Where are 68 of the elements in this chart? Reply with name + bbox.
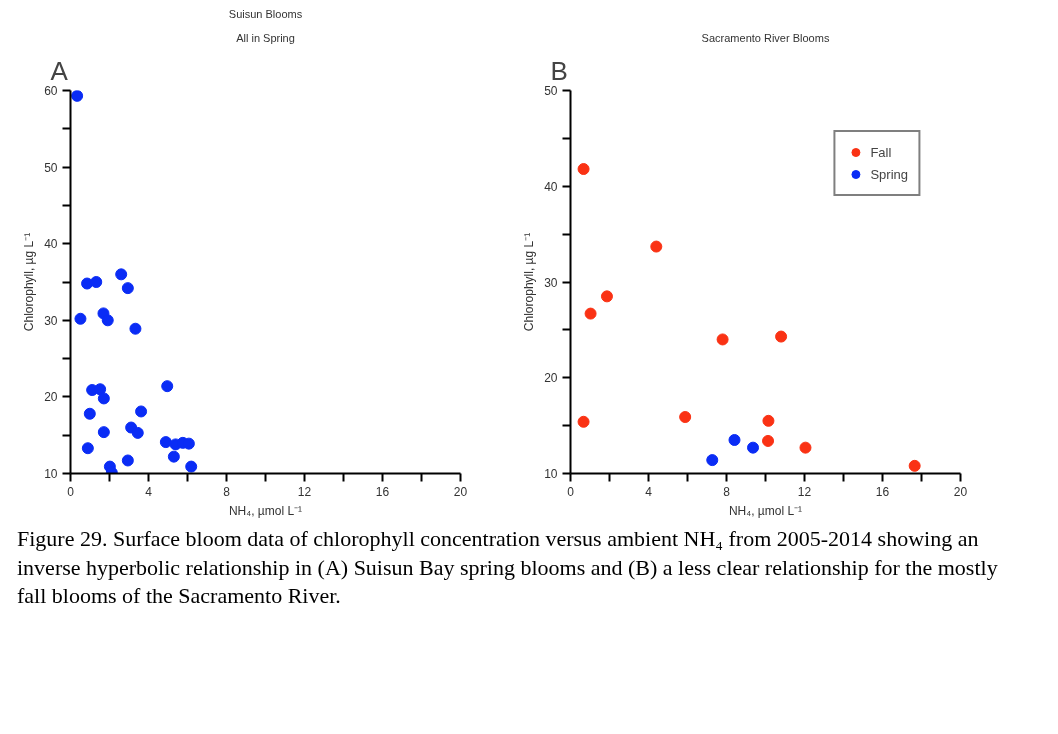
point [577, 415, 590, 428]
y-tick-label: 60 [44, 84, 58, 98]
x-tick-label: 0 [567, 484, 575, 499]
point [650, 240, 663, 253]
point [762, 434, 775, 447]
point [167, 450, 180, 463]
x-tick-label: 16 [875, 484, 890, 499]
point [101, 314, 114, 327]
point [728, 434, 741, 446]
point [97, 426, 110, 439]
point [706, 454, 719, 467]
y-tick-label: 20 [544, 371, 558, 386]
point [775, 330, 788, 343]
point [131, 426, 144, 439]
point [129, 322, 142, 335]
point [97, 392, 110, 405]
point [83, 407, 96, 420]
point [161, 380, 174, 393]
y-tick-label: 30 [544, 275, 558, 290]
y-tick-label: 50 [544, 84, 558, 98]
point [716, 333, 729, 346]
y-tick-label: 30 [44, 313, 58, 328]
point [600, 290, 613, 303]
y-tick-label: 40 [544, 179, 558, 194]
point [90, 276, 103, 288]
y-axis-title: Chlorophyll, µg L⁻¹ [522, 232, 537, 332]
y-tick-label: 10 [544, 467, 558, 481]
x-tick-label: 0 [67, 484, 75, 499]
y-tick-label: 50 [44, 160, 58, 175]
x-tick-label: 4 [645, 484, 653, 499]
caption: Figure 29. Surface bloom data of chlorophyll concentration versus ambient NH₄ from 2005-2014 showing an inverse hyperbolic relationship in (A) Suisun Bay spring blooms and (B) a less clear relationship for the mostly fall blooms of the Sacramento River. [17, 525, 999, 611]
x-tick-label: 20 [953, 484, 968, 499]
text: A [50, 55, 69, 86]
chart-title: Suisun Blooms [228, 7, 303, 20]
chart-subtitle: All in Spring [236, 31, 295, 44]
chart-title: Sacramento River Blooms [701, 31, 830, 44]
point [71, 90, 84, 102]
x-axis-title: NH₄, µmol L⁻¹ [228, 503, 303, 518]
x-axis-title: NH₄, µmol L⁻¹ [728, 503, 803, 518]
y-axis-title: Chlorophyll, µg L⁻¹ [22, 232, 37, 332]
point [74, 312, 87, 325]
point [908, 459, 921, 472]
point [679, 411, 692, 423]
y-tick-label: 10 [44, 467, 58, 481]
point [799, 441, 812, 454]
text: B [550, 55, 568, 86]
point [762, 414, 775, 427]
x-tick-label: 20 [453, 484, 468, 499]
y-tick-label: 40 [44, 237, 58, 252]
x-tick-label: 16 [375, 484, 390, 499]
point [135, 405, 148, 418]
legend-label: Fall [870, 144, 892, 160]
point [81, 442, 94, 455]
point [115, 268, 128, 281]
point [121, 282, 134, 295]
x-tick-label: 4 [145, 484, 153, 499]
y-tick-label: 20 [44, 390, 58, 405]
x-tick-label: 12 [297, 484, 312, 499]
point [577, 163, 590, 175]
point [584, 307, 597, 320]
point [159, 436, 172, 449]
point [185, 460, 198, 473]
x-tick-label: 12 [797, 484, 812, 499]
point [121, 454, 134, 467]
x-tick-label: 8 [223, 484, 231, 499]
legend-label: Spring [870, 166, 908, 182]
point [747, 441, 760, 454]
x-tick-label: 8 [723, 484, 731, 499]
